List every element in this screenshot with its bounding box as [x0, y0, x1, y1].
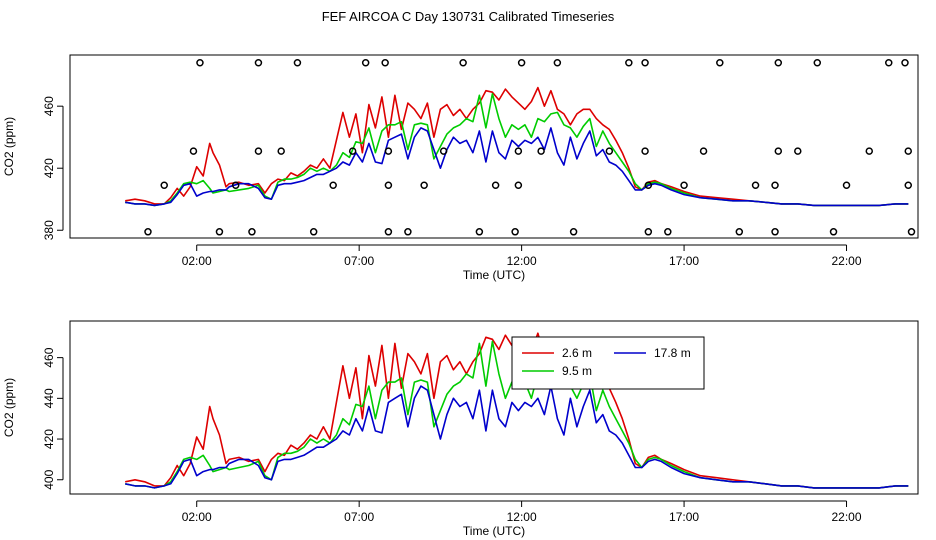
- series-line-95m: [125, 340, 909, 489]
- data-point-marker: [420, 181, 428, 190]
- data-point-marker: [475, 228, 484, 236]
- x-tick-label: 12:00: [507, 254, 537, 268]
- data-point-marker: [384, 228, 393, 236]
- series-line-178m: [125, 385, 909, 489]
- data-point-marker: [641, 59, 649, 67]
- legend-label: 9.5 m: [562, 364, 592, 378]
- x-tick-label: 22:00: [832, 510, 862, 524]
- data-point-marker: [439, 147, 448, 155]
- data-point-marker: [774, 147, 783, 155]
- data-point-marker: [699, 147, 708, 155]
- x-tick-label: 17:00: [669, 510, 699, 524]
- legend-box: [511, 336, 705, 390]
- data-point-marker: [196, 59, 204, 67]
- data-point-marker: [865, 147, 874, 155]
- data-point-marker: [511, 228, 519, 236]
- data-point-marker: [404, 228, 412, 236]
- data-point-marker: [644, 181, 653, 190]
- y-tick-label: 420: [42, 429, 56, 449]
- x-tick-label: 07:00: [344, 510, 374, 524]
- plot-frame: [69, 320, 919, 495]
- y-tick-label: 460: [42, 96, 56, 116]
- x-tick-label: 22:00: [832, 254, 862, 268]
- data-point-marker: [605, 147, 614, 155]
- data-point-marker: [215, 228, 224, 236]
- data-point-marker: [381, 59, 389, 67]
- data-point-marker: [309, 228, 318, 236]
- y-tick-label: 460: [42, 347, 56, 367]
- data-point-marker: [254, 147, 263, 155]
- legend-label: 17.8 m: [654, 346, 691, 360]
- x-tick-label: 02:00: [182, 254, 212, 268]
- chart-title: FEF AIRCOA C Day 130731 Calibrated Times…: [321, 9, 615, 24]
- x-axis-label: Time (UTC): [463, 268, 525, 282]
- data-point-marker: [716, 59, 724, 67]
- legend-label: 2.6 m: [562, 346, 592, 360]
- y-tick-label: 380: [42, 220, 56, 240]
- y-axis-label: CO2 (ppm): [2, 117, 16, 176]
- data-point-marker: [735, 228, 744, 236]
- data-point-marker: [680, 181, 688, 190]
- data-point-marker: [537, 147, 545, 155]
- data-point-marker: [794, 147, 802, 155]
- data-point-marker: [189, 147, 198, 155]
- bottom-panel: 02:00 07:00 12:00 17:00 22:00 Time (UTC) 400 42…: [2, 320, 919, 538]
- data-point-marker: [885, 59, 893, 67]
- data-point-marker: [514, 147, 523, 155]
- data-point-marker: [842, 181, 851, 190]
- data-point-marker: [907, 228, 916, 236]
- x-axis-label: Time (UTC): [463, 524, 525, 538]
- top-panel: 02:00 07:00 12:00 17:00 22:00 Time (UTC) 380 42…: [2, 54, 919, 282]
- y-axis-label: CO2 (ppm): [2, 378, 16, 437]
- data-point-marker: [254, 59, 263, 67]
- data-point-marker: [771, 228, 779, 236]
- data-point-marker: [361, 59, 370, 67]
- data-point-marker: [329, 181, 337, 190]
- data-point-marker: [293, 59, 302, 67]
- data-point-marker: [771, 181, 779, 190]
- data-point-marker: [384, 181, 393, 190]
- y-tick-label: 440: [42, 388, 56, 408]
- data-point-marker: [517, 59, 526, 67]
- x-tick-label: 17:00: [669, 254, 699, 268]
- data-point-marker: [553, 59, 562, 67]
- series-line-178m: [125, 127, 909, 207]
- data-point-marker: [491, 181, 500, 190]
- data-point-marker: [569, 228, 578, 236]
- data-point-marker: [144, 228, 152, 236]
- x-tick-label: 12:00: [507, 510, 537, 524]
- data-point-marker: [641, 147, 649, 155]
- data-point-marker: [277, 147, 285, 155]
- data-point-marker: [248, 228, 256, 236]
- data-point-marker: [904, 147, 913, 155]
- x-tick-label: 07:00: [344, 254, 374, 268]
- data-point-marker: [829, 228, 838, 236]
- data-point-marker: [514, 181, 523, 190]
- data-point-marker: [160, 181, 168, 190]
- data-point-marker: [904, 181, 913, 190]
- y-tick-label: 400: [42, 469, 56, 489]
- y-tick-label: 420: [42, 158, 56, 178]
- data-point-marker: [348, 147, 357, 155]
- data-point-marker: [625, 59, 633, 67]
- data-point-marker: [459, 59, 467, 67]
- data-point-marker: [231, 181, 240, 190]
- data-point-marker: [774, 59, 783, 67]
- data-point-marker: [813, 59, 822, 67]
- data-point-marker: [901, 59, 909, 67]
- data-point-marker: [644, 228, 653, 236]
- plot-frame: [69, 54, 919, 239]
- data-point-marker: [384, 147, 393, 155]
- data-point-marker: [751, 181, 760, 190]
- x-tick-label: 02:00: [182, 510, 212, 524]
- series-line-95m: [125, 93, 909, 207]
- data-point-marker: [664, 228, 672, 236]
